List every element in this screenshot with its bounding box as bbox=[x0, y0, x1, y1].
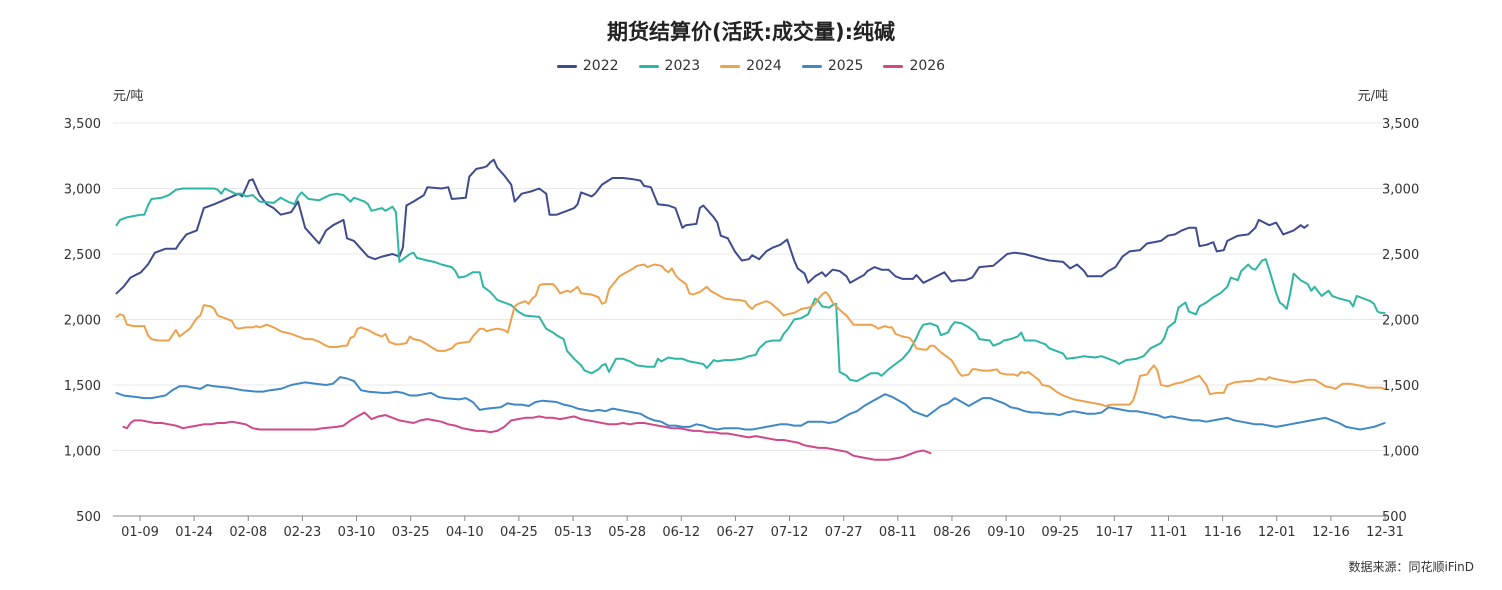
series-line-2022 bbox=[115, 158, 1309, 295]
legend-item-2024[interactable]: 2024 bbox=[720, 58, 782, 74]
x-tick-label: 02-08 bbox=[229, 525, 267, 540]
x-tick-label: 03-10 bbox=[338, 525, 376, 540]
x-tick-label: 01-09 bbox=[121, 525, 159, 540]
y-tick-label-right: 1,000 bbox=[1382, 445, 1419, 460]
series-line-2026 bbox=[122, 411, 932, 461]
legend-swatch bbox=[883, 64, 904, 68]
legend-item-2025[interactable]: 2025 bbox=[801, 58, 864, 74]
y-tick-label-right: 2,500 bbox=[1382, 248, 1419, 263]
legend-label: 2022 bbox=[582, 58, 619, 74]
y-tick-label-right: 2,000 bbox=[1382, 314, 1419, 329]
x-tick-label: 04-25 bbox=[500, 525, 538, 540]
legend-swatch bbox=[638, 64, 659, 68]
x-tick-label: 08-11 bbox=[879, 525, 917, 540]
y-tick-label-left: 2,000 bbox=[64, 314, 101, 329]
x-tick-label: 05-13 bbox=[554, 525, 592, 540]
y-tick-label-left: 3,000 bbox=[64, 183, 101, 198]
x-tick-label: 06-12 bbox=[662, 525, 700, 540]
y-axis-unit-left: 元/吨 bbox=[113, 89, 143, 104]
legend-label: 2024 bbox=[746, 58, 782, 74]
legend-label: 2026 bbox=[909, 58, 946, 74]
x-tick-label: 04-10 bbox=[446, 525, 484, 540]
legend-item-2026[interactable]: 2026 bbox=[883, 58, 945, 74]
y-tick-label-left: 1,500 bbox=[64, 379, 101, 394]
y-axis-left: 500 1,000 1,500 2,000 2,500 3,000 3,500 bbox=[64, 117, 101, 525]
series-lines bbox=[115, 158, 1386, 461]
x-tick-label: 11-16 bbox=[1204, 525, 1242, 540]
x-tick-label: 02-23 bbox=[284, 525, 322, 540]
legend-swatch bbox=[801, 64, 822, 68]
legend-swatch bbox=[556, 64, 577, 68]
legend-swatch bbox=[720, 64, 741, 68]
x-tick-label: 12-31 bbox=[1366, 525, 1404, 540]
y-tick-label-left: 3,500 bbox=[64, 117, 101, 132]
x-tick-label: 12-01 bbox=[1258, 525, 1296, 540]
y-tick-label-right: 3,500 bbox=[1382, 117, 1419, 132]
y-tick-label-left: 2,500 bbox=[64, 248, 101, 263]
x-tick-label: 07-12 bbox=[771, 525, 809, 540]
y-tick-label-left: 500 bbox=[76, 510, 101, 525]
source-note: 数据来源：同花顺iFinD bbox=[1348, 560, 1474, 574]
series-line-2025 bbox=[115, 376, 1386, 431]
x-tick-label: 11-01 bbox=[1150, 525, 1188, 540]
y-tick-label-right: 500 bbox=[1382, 510, 1407, 525]
x-tick-label: 03-25 bbox=[392, 525, 430, 540]
y-tick-label-right: 3,000 bbox=[1382, 183, 1419, 198]
x-tick-label: 08-26 bbox=[933, 525, 971, 540]
legend-label: 2025 bbox=[827, 58, 864, 74]
legend-label: 2023 bbox=[664, 58, 701, 74]
chart-legend: 2022 2023 2024 2025 2026 bbox=[0, 58, 1502, 74]
x-tick-label: 12-16 bbox=[1312, 525, 1350, 540]
y-tick-label-right: 1,500 bbox=[1382, 379, 1419, 394]
x-tick-label: 09-10 bbox=[987, 525, 1025, 540]
legend-item-2023[interactable]: 2023 bbox=[638, 58, 701, 74]
legend-item-2022[interactable]: 2022 bbox=[556, 58, 619, 74]
series-line-2023 bbox=[115, 187, 1386, 383]
chart-title: 期货结算价(活跃:成交量):纯碱 bbox=[607, 20, 895, 44]
x-axis: 01-09 01-24 02-08 02-23 03-10 03-25 04-10 04-25… bbox=[113, 515, 1404, 540]
series-line-2024 bbox=[115, 263, 1386, 407]
x-tick-label: 06-27 bbox=[717, 525, 755, 540]
y-tick-label-left: 1,000 bbox=[64, 445, 101, 460]
y-axis-unit-right: 元/吨 bbox=[1358, 89, 1388, 104]
x-tick-label: 07-27 bbox=[825, 525, 863, 540]
y-axis-right: 500 1,000 1,500 2,000 2,500 3,000 3,500 bbox=[1382, 117, 1419, 525]
x-tick-label: 01-24 bbox=[175, 525, 213, 540]
x-tick-label: 10-17 bbox=[1095, 525, 1133, 540]
x-tick-label: 05-28 bbox=[608, 525, 646, 540]
x-tick-label: 09-25 bbox=[1041, 525, 1079, 540]
grid-lines bbox=[113, 122, 1388, 451]
